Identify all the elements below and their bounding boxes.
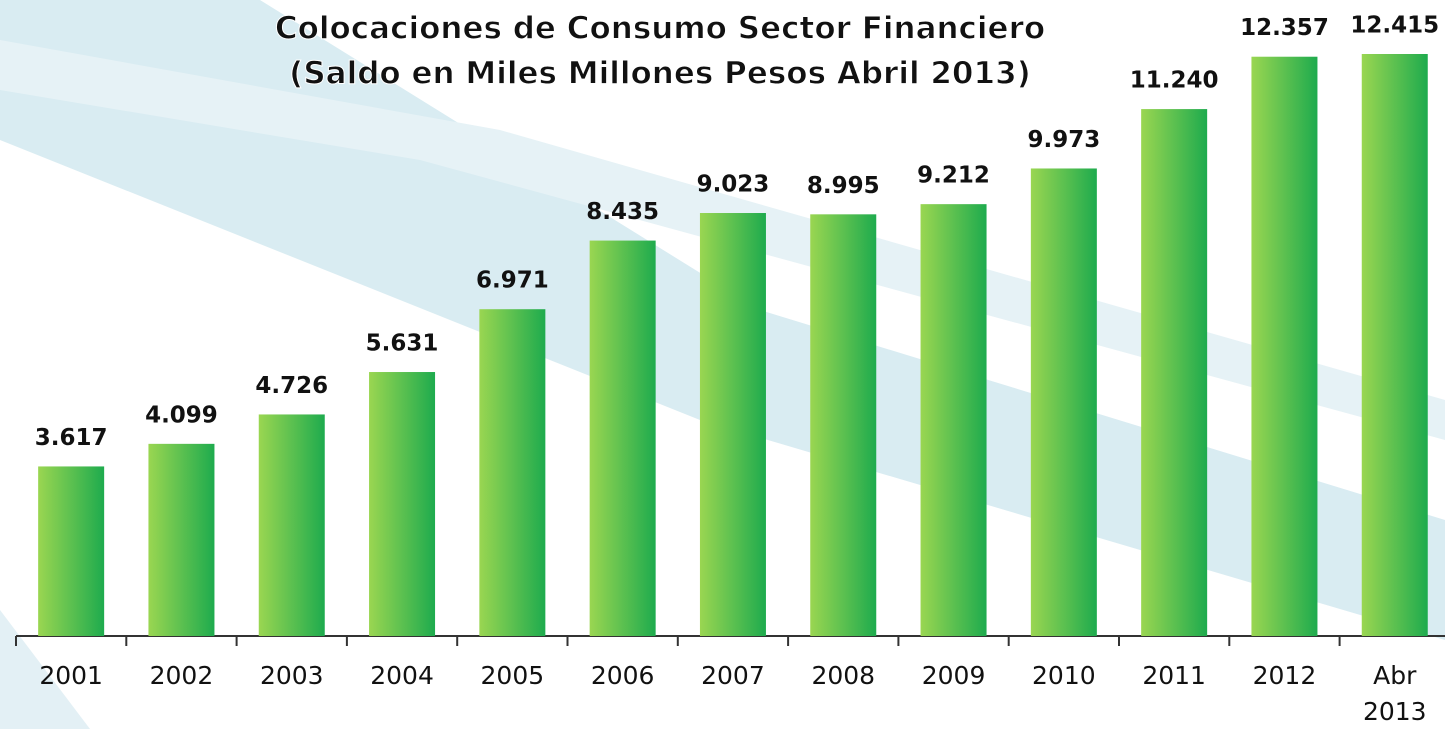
x-tick-label: Abr 2013	[1362, 661, 1427, 726]
x-tick-label: 2002	[149, 661, 214, 690]
bar	[479, 309, 546, 636]
x-tick-label: 2007	[701, 661, 765, 690]
x-tick-label: 2011	[1142, 661, 1206, 690]
x-tick-label: 2001	[39, 661, 103, 690]
data-label: 9.023	[697, 172, 770, 198]
bar	[1361, 54, 1428, 636]
data-label: 3.617	[35, 425, 108, 451]
data-label: 4.099	[145, 402, 218, 428]
data-label: 12.357	[1240, 15, 1329, 41]
bar	[369, 372, 436, 636]
data-label: 9.973	[1027, 127, 1100, 153]
bar	[1251, 56, 1318, 636]
x-tick-label: 2005	[480, 661, 545, 690]
bar	[1030, 168, 1097, 636]
data-label: 9.212	[917, 163, 990, 189]
data-label: 11.240	[1130, 68, 1219, 94]
bar	[148, 443, 215, 636]
bar	[920, 204, 987, 637]
chart-subtitle: (Saldo en Miles Millones Pesos Abril 201…	[289, 56, 1031, 92]
data-label: 5.631	[366, 331, 439, 357]
x-tick-label: 2004	[370, 661, 434, 690]
bar	[258, 414, 325, 636]
x-tick-label: 2009	[921, 661, 986, 690]
data-label: 6.971	[476, 268, 549, 294]
bar	[1141, 109, 1208, 636]
data-label: 8.995	[807, 173, 880, 199]
data-label: 8.435	[586, 199, 659, 225]
data-label: 12.415	[1350, 13, 1439, 39]
data-label: 4.726	[255, 373, 328, 399]
x-tick-label: 2003	[259, 661, 324, 690]
x-tick-label: 2008	[811, 661, 876, 690]
x-tick-label: 2010	[1032, 661, 1096, 690]
x-tick-label: 2012	[1252, 661, 1317, 690]
bar	[699, 213, 766, 636]
chart-title: Colocaciones de Consumo Sector Financier…	[275, 11, 1045, 47]
bar	[589, 240, 656, 637]
x-tick-label: 2006	[590, 661, 655, 690]
bar	[810, 214, 877, 636]
bar	[38, 466, 105, 636]
